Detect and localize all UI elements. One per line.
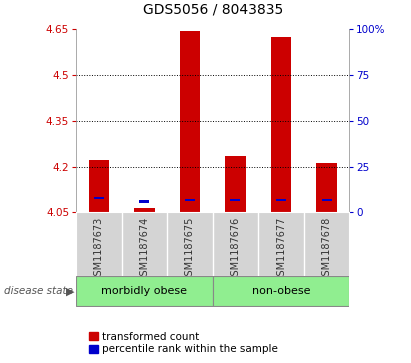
Text: non-obese: non-obese bbox=[252, 286, 310, 296]
Bar bbox=[185, 199, 195, 201]
Bar bbox=[271, 37, 291, 212]
Bar bbox=[225, 156, 246, 212]
Text: GSM1187678: GSM1187678 bbox=[321, 217, 332, 282]
Bar bbox=[94, 197, 104, 199]
Bar bbox=[180, 30, 200, 212]
Text: GSM1187674: GSM1187674 bbox=[139, 217, 149, 282]
Bar bbox=[316, 163, 337, 212]
Bar bbox=[88, 160, 109, 212]
Text: GSM1187675: GSM1187675 bbox=[185, 217, 195, 282]
Text: morbidly obese: morbidly obese bbox=[102, 286, 187, 296]
Bar bbox=[276, 199, 286, 201]
Bar bbox=[321, 199, 332, 201]
Text: GSM1187676: GSM1187676 bbox=[231, 217, 240, 282]
Text: GSM1187673: GSM1187673 bbox=[94, 217, 104, 282]
Legend: transformed count, percentile rank within the sample: transformed count, percentile rank withi… bbox=[90, 331, 278, 354]
Bar bbox=[231, 199, 240, 201]
Text: GSM1187677: GSM1187677 bbox=[276, 217, 286, 282]
Text: GDS5056 / 8043835: GDS5056 / 8043835 bbox=[143, 2, 283, 16]
Text: ▶: ▶ bbox=[65, 286, 74, 296]
Bar bbox=[76, 277, 213, 306]
Text: disease state: disease state bbox=[4, 286, 73, 296]
Bar bbox=[139, 200, 149, 203]
Bar bbox=[134, 208, 155, 212]
Bar bbox=[213, 277, 349, 306]
